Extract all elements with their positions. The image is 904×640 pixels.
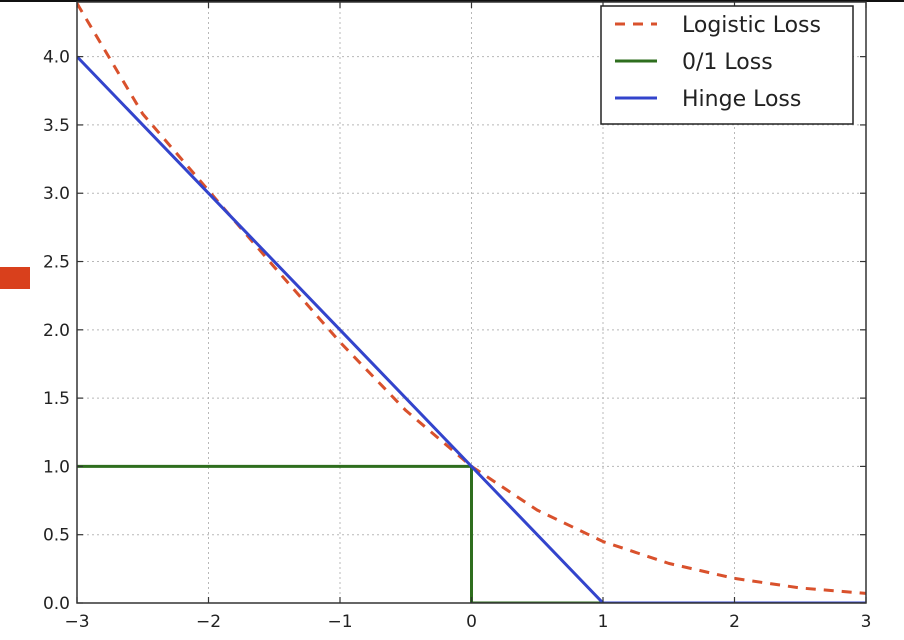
series-layer [77, 2, 866, 603]
y-tick-label: 4.0 [43, 48, 70, 68]
series-line-hinge-loss [77, 55, 866, 603]
y-tick-label: 1.0 [43, 457, 70, 477]
x-tick-label: −2 [196, 612, 221, 632]
x-tick-label: 3 [861, 612, 872, 632]
y-tick-label: 1.5 [43, 389, 70, 409]
legend-label-0-1-loss: 0/1 Loss [682, 50, 773, 75]
legend-box [600, 5, 854, 125]
x-tick-label: 2 [729, 612, 740, 632]
top-divider [0, 0, 904, 2]
x-tick-label: 1 [598, 612, 609, 632]
y-tick-label: 2.0 [43, 321, 70, 341]
y-tick-label: 3.0 [43, 184, 70, 204]
x-tick-label: −3 [64, 612, 89, 632]
red-cursor-marker [0, 267, 30, 289]
legend-label-hinge-loss: Hinge Loss [682, 87, 801, 112]
legend: Logistic Loss 0/1 Loss Hinge Loss [600, 5, 854, 125]
axes-layer: −3 −2 −1 0 1 2 3 0.0 0.5 1.0 1.5 2.0 2.5 3.0 3.5 4.0 [43, 1, 872, 632]
legend-label-logistic-loss: Logistic Loss [682, 13, 821, 38]
y-tick-label: 3.5 [43, 116, 70, 136]
y-tick-label: 0.5 [43, 526, 70, 546]
y-tick-label: 2.5 [43, 253, 70, 273]
x-tick-label: −1 [327, 612, 352, 632]
series-line-0-1-loss [77, 464, 866, 603]
x-tick-label: 0 [466, 612, 477, 632]
y-tick-label: 0.0 [43, 594, 70, 614]
